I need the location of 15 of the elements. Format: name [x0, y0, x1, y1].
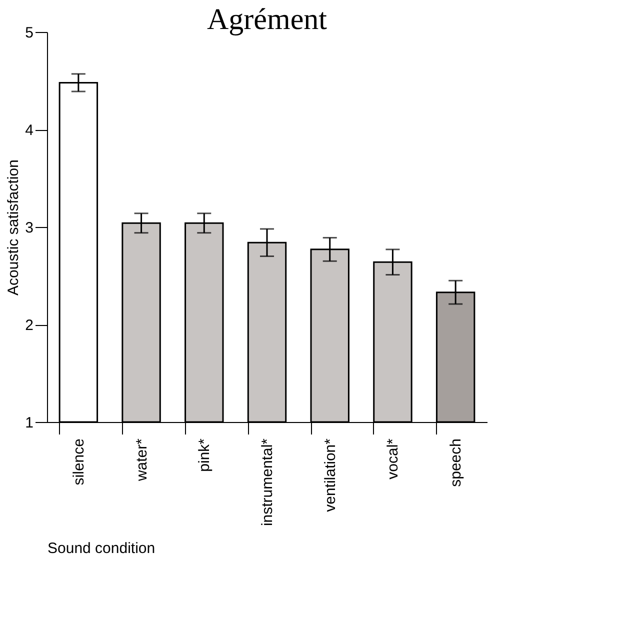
x-tick-label: instrumental*	[259, 438, 276, 526]
y-tick-label: 4	[25, 122, 34, 139]
y-tick-label: 3	[25, 220, 34, 236]
x-axis-title: Sound condition	[48, 540, 156, 558]
x-tick-label: speech	[448, 438, 465, 487]
x-tick-label: ventilation*	[322, 438, 339, 512]
x-tick-label: pink*	[196, 438, 214, 472]
chart-title: Agrément	[207, 3, 328, 36]
y-tick-label: 5	[25, 24, 34, 42]
x-tick-label: silence	[70, 438, 88, 486]
x-tick-label: water*	[133, 438, 150, 482]
y-tick-label: 1	[25, 414, 34, 432]
y-axis-title: Acoustic satisfaction	[5, 160, 22, 296]
x-tick-label: vocal*	[384, 438, 402, 480]
y-tick-label: 2	[25, 317, 34, 334]
